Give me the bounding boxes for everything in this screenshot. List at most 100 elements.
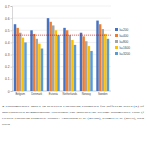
chart: 0 0.1 0.2 0.3 0.4 0.5 0.6 0.7 Belgium Denmark Esto… bbox=[0, 0, 147, 147]
legend: k=200 k=400 k=800 k=1600 k=3200 bbox=[115, 28, 130, 56]
legend-label: k=800 bbox=[120, 40, 129, 44]
tick-label: 0.1 bbox=[5, 77, 10, 81]
grid-line bbox=[12, 91, 111, 92]
grid-line bbox=[12, 54, 111, 55]
tick-mark bbox=[11, 6, 13, 7]
category-label: Denmark bbox=[31, 92, 43, 96]
grid-line bbox=[12, 6, 111, 7]
bar bbox=[22, 38, 24, 91]
bar bbox=[102, 29, 104, 91]
bar bbox=[107, 39, 109, 91]
caption-line: 2 Dissimilarity index in selected Europe… bbox=[2, 104, 144, 108]
bar bbox=[80, 33, 82, 91]
legend-swatch bbox=[115, 40, 118, 43]
axis-line bbox=[12, 91, 111, 92]
grid-line bbox=[12, 18, 111, 19]
bar bbox=[49, 22, 51, 91]
tick-label: 0.2 bbox=[5, 65, 10, 69]
bar bbox=[57, 35, 59, 91]
legend-item: k=1600 bbox=[115, 46, 130, 50]
average-line bbox=[12, 35, 111, 36]
tick: 0.2 bbox=[5, 65, 12, 69]
tick: 0.5 bbox=[5, 29, 12, 33]
legend-swatch bbox=[115, 46, 118, 49]
caption: 2 Dissimilarity index in selected Europe… bbox=[2, 104, 145, 126]
caption-line: elected European countries. Source: Ande… bbox=[2, 116, 145, 120]
legend-label: k=400 bbox=[120, 34, 129, 38]
tick-label: 0.5 bbox=[5, 29, 10, 33]
plot: 0 0.1 0.2 0.3 0.4 0.5 0.6 0.7 Belgium Denmark Esto… bbox=[5, 5, 111, 96]
bar bbox=[55, 30, 57, 91]
caption-line: ulation bbox=[2, 122, 11, 126]
category-label: Norway bbox=[82, 92, 92, 96]
bar bbox=[16, 28, 18, 91]
bar bbox=[69, 35, 71, 91]
tick-mark bbox=[11, 18, 13, 19]
x-axis: Belgium Denmark Estonia Netherlands Norway Sw… bbox=[12, 91, 111, 96]
bar bbox=[85, 41, 87, 91]
legend-label: k=1600 bbox=[120, 46, 131, 50]
series bbox=[24, 35, 109, 91]
bar bbox=[96, 21, 98, 91]
tick-mark bbox=[11, 67, 13, 68]
tick: 0.6 bbox=[5, 17, 12, 21]
bar bbox=[19, 33, 21, 91]
series bbox=[19, 25, 104, 91]
bar bbox=[41, 49, 43, 92]
category-label: Estonia bbox=[49, 92, 58, 96]
caption-line: individualized neighborhoods. Horizontal… bbox=[2, 110, 144, 114]
tick-label: 0.6 bbox=[5, 17, 10, 21]
tick: 0.7 bbox=[5, 5, 12, 9]
grid-line bbox=[12, 42, 111, 43]
bar bbox=[24, 42, 26, 91]
bar bbox=[104, 34, 106, 91]
legend-label: k=200 bbox=[120, 28, 129, 32]
legend-item: k=400 bbox=[115, 34, 129, 38]
bar bbox=[30, 30, 32, 91]
y-axis: 0 0.1 0.2 0.3 0.4 0.5 0.6 0.7 bbox=[5, 5, 12, 94]
bar bbox=[14, 24, 16, 91]
category-label: Sweden bbox=[98, 92, 108, 96]
bar bbox=[74, 45, 76, 91]
legend-swatch bbox=[115, 34, 118, 37]
bar bbox=[33, 34, 35, 91]
tick-mark bbox=[11, 30, 13, 31]
tick-mark bbox=[11, 79, 13, 80]
bars bbox=[12, 18, 111, 91]
tick-mark bbox=[11, 55, 13, 56]
bar bbox=[88, 46, 90, 91]
legend-swatch bbox=[115, 28, 118, 31]
bar bbox=[47, 18, 49, 91]
tick-mark bbox=[11, 91, 13, 92]
bar bbox=[82, 36, 84, 91]
bar bbox=[36, 39, 38, 91]
tick: 0.4 bbox=[5, 41, 12, 45]
bar bbox=[38, 44, 40, 91]
series bbox=[22, 30, 107, 91]
series bbox=[16, 22, 101, 91]
tick-label: 0.7 bbox=[5, 5, 10, 9]
category-label: Belgium bbox=[15, 92, 25, 96]
bar bbox=[66, 30, 68, 91]
series bbox=[14, 18, 99, 91]
grid bbox=[12, 6, 111, 91]
tick-label: 0 bbox=[8, 90, 10, 94]
legend-item: k=200 bbox=[115, 28, 129, 32]
category-label: Netherlands bbox=[63, 92, 78, 96]
grid-line bbox=[12, 66, 111, 67]
tick: 0.1 bbox=[5, 77, 12, 81]
bar bbox=[71, 40, 73, 91]
bar bbox=[90, 51, 92, 91]
bar bbox=[99, 24, 101, 91]
tick-mark bbox=[11, 42, 13, 43]
tick-label: 0.3 bbox=[5, 53, 10, 57]
legend-item: k=800 bbox=[115, 40, 129, 44]
legend-swatch bbox=[115, 52, 118, 55]
legend-item: k=3200 bbox=[115, 52, 130, 56]
tick: 0.3 bbox=[5, 53, 12, 57]
tick-label: 0.4 bbox=[5, 41, 10, 45]
axis-line bbox=[11, 7, 13, 92]
grid-line bbox=[12, 30, 111, 31]
grid-line bbox=[12, 78, 111, 79]
tick: 0 bbox=[8, 90, 12, 94]
